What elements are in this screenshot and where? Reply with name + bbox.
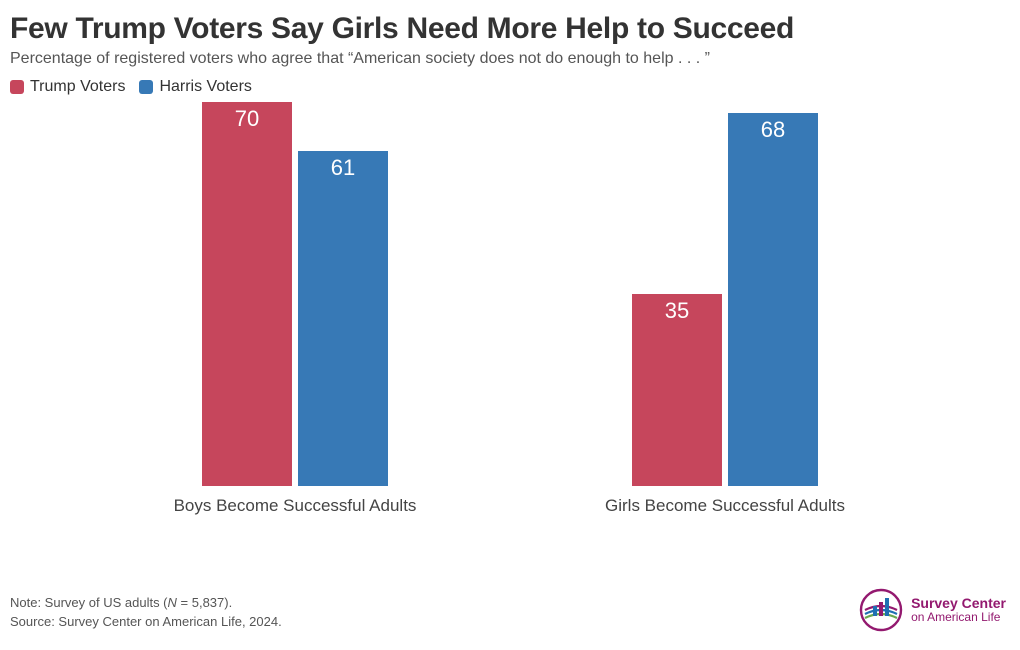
footer-note-prefix: Note: Survey of US adults ( (10, 595, 168, 610)
x-axis-labels: Boys Become Successful Adults Girls Beco… (10, 492, 1010, 522)
footer-note-n-label: N (168, 595, 177, 610)
footer-note-n-value: = 5,837). (177, 595, 232, 610)
legend: Trump Voters Harris Voters (0, 78, 1020, 102)
bar-girls-trump: 35 (632, 294, 722, 486)
bar-group-boys: 70 61 (165, 102, 425, 486)
brand-logo-icon (859, 588, 903, 632)
legend-item-harris: Harris Voters (139, 78, 251, 96)
chart-title: Few Trump Voters Say Girls Need More Hel… (0, 0, 1020, 50)
bar-groups: 70 61 35 68 (10, 102, 1010, 486)
bar-boys-trump: 70 (202, 102, 292, 486)
brand-logo-text: Survey Center on American Life (911, 595, 1006, 625)
bar-value-girls-harris: 68 (728, 117, 818, 143)
legend-label-harris: Harris Voters (159, 78, 251, 96)
chart-area: 70 61 35 68 Boys Become Successful Adult… (10, 102, 1010, 522)
chart-subtitle: Percentage of registered voters who agre… (0, 50, 1020, 78)
bar-value-boys-harris: 61 (298, 155, 388, 181)
bar-girls-harris: 68 (728, 113, 818, 486)
x-label-girls: Girls Become Successful Adults (595, 492, 855, 522)
brand-logo-line1: Survey Center (911, 595, 1006, 611)
brand-logo: Survey Center on American Life (859, 588, 1006, 632)
brand-logo-line2: on American Life (911, 611, 1006, 625)
footer-notes: Note: Survey of US adults (N = 5,837). S… (10, 594, 282, 632)
bar-value-girls-trump: 35 (632, 298, 722, 324)
legend-swatch-trump (10, 80, 24, 94)
bar-value-boys-trump: 70 (202, 106, 292, 132)
x-label-boys: Boys Become Successful Adults (165, 492, 425, 522)
legend-item-trump: Trump Voters (10, 78, 125, 96)
legend-label-trump: Trump Voters (30, 78, 125, 96)
footer-source: Source: Survey Center on American Life, … (10, 613, 282, 632)
bar-boys-harris: 61 (298, 151, 388, 486)
footer-note: Note: Survey of US adults (N = 5,837). (10, 594, 282, 613)
bar-group-girls: 35 68 (595, 102, 855, 486)
legend-swatch-harris (139, 80, 153, 94)
